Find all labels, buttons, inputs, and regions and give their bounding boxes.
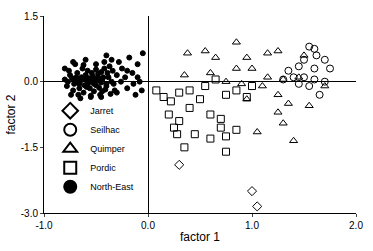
svg-text:1.0: 1.0 — [245, 220, 259, 231]
svg-text:factor 2: factor 2 — [4, 94, 18, 134]
svg-text:0.0: 0.0 — [141, 220, 155, 231]
svg-text:North-East: North-East — [90, 182, 134, 192]
svg-text:Pordic: Pordic — [90, 163, 116, 173]
svg-text:Jarret: Jarret — [90, 106, 114, 116]
svg-text:-3.0: -3.0 — [21, 208, 39, 219]
svg-text:2.0: 2.0 — [349, 220, 363, 231]
svg-text:1.5: 1.5 — [24, 11, 38, 22]
svg-text:-1.0: -1.0 — [35, 220, 53, 231]
svg-text:Seilhac: Seilhac — [90, 125, 120, 135]
svg-text:-1.5: -1.5 — [21, 142, 39, 153]
svg-text:Quimper: Quimper — [90, 144, 125, 154]
svg-text:0.0: 0.0 — [24, 76, 38, 87]
svg-text:factor 1: factor 1 — [180, 230, 220, 244]
